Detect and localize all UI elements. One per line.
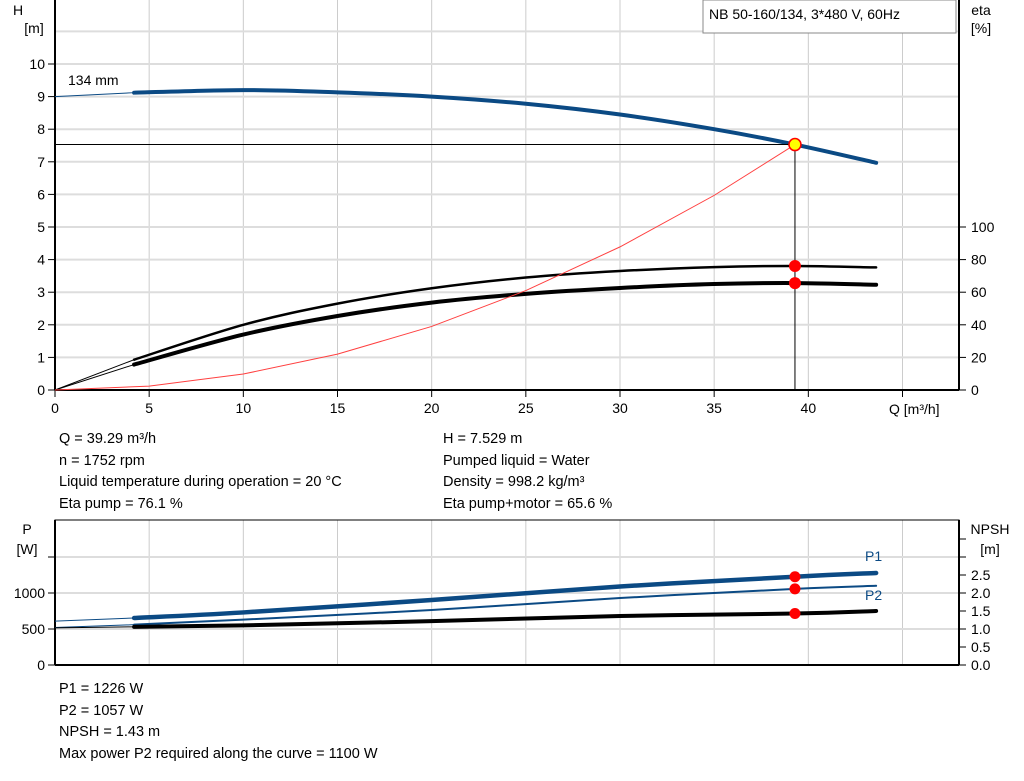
- p-tick-label: 0: [37, 657, 45, 673]
- duty-info-right: H = 7.529 m Pumped liquid = Water Densit…: [443, 429, 612, 515]
- p2-series-label: P2: [865, 587, 882, 603]
- h-tick-label: 3: [37, 284, 45, 300]
- h-tick-label: 9: [37, 89, 45, 105]
- npsh-tick-label: 0.0: [971, 657, 991, 673]
- x-tick-label: 25: [518, 400, 534, 416]
- h-axis-unit: [m]: [24, 20, 43, 36]
- npsh-tick-label: 2.0: [971, 585, 991, 601]
- speed-value: n = 1752 rpm: [59, 452, 145, 469]
- h-tick-label: 7: [37, 154, 45, 170]
- chart-title: NB 50-160/134, 3*480 V, 60Hz: [709, 6, 900, 22]
- p-tick-label: 1000: [14, 585, 45, 601]
- title-box: [702, 0, 957, 34]
- p1-point: [789, 571, 801, 583]
- q-axis-label: Q [m³/h]: [889, 401, 940, 417]
- h-tick-label: 5: [37, 219, 45, 235]
- eta-tick-label: 0: [971, 382, 979, 398]
- x-tick-label: 40: [801, 400, 817, 416]
- NPSH-extension: [54, 626, 135, 629]
- p1-series-label: P1: [865, 548, 882, 564]
- h-tick-label: 4: [37, 252, 45, 268]
- eta-tick-label: 40: [971, 317, 987, 333]
- h-tick-label: 10: [29, 56, 45, 72]
- head-line: [132, 88, 879, 165]
- eta-pump-value: Eta pump = 76.1 %: [59, 495, 183, 512]
- duty-point: [788, 137, 802, 152]
- npsh-axis-label: NPSH: [971, 521, 1010, 537]
- flow-value: Q = 39.29 m³/h: [59, 431, 157, 447]
- eta-total-value: Eta pump+motor = 65.6 %: [443, 495, 613, 512]
- h-tick-label: 6: [37, 186, 45, 202]
- max-p2-value: Max power P2 required along the curve = …: [59, 745, 378, 762]
- P2-extension: [54, 624, 135, 629]
- eta-axis-label: eta: [971, 2, 991, 18]
- x-tick-label: 5: [145, 400, 153, 416]
- x-tick-label: 0: [51, 400, 59, 416]
- h-tick-label: 0: [37, 382, 45, 398]
- eta-tick-label: 100: [971, 219, 995, 235]
- eta-pump-line: [132, 264, 878, 361]
- npsh-value: NPSH = 1.43 m: [59, 724, 161, 740]
- p-axis-unit: [W]: [17, 541, 38, 557]
- npsh-tick-label: 0.5: [971, 639, 991, 655]
- eta-tick-label: 80: [971, 252, 987, 268]
- P1-extension: [54, 617, 135, 622]
- npsh-tick-label: 1.5: [971, 603, 991, 619]
- duty-info-left: Q = 39.29 m³/h n = 1752 rpm Liquid tempe…: [59, 429, 342, 515]
- x-tick-label: 35: [706, 400, 722, 416]
- npsh-point: [789, 608, 801, 620]
- P1-line: [131, 570, 879, 621]
- head-value: H = 7.529 m: [443, 431, 523, 447]
- npsh-tick-label: 2.5: [971, 567, 991, 583]
- eta-pump-motor-extension: [54, 364, 135, 391]
- impeller-annotation: 134 mm: [68, 72, 119, 88]
- p2-point: [789, 583, 801, 595]
- liquid-value: Pumped liquid = Water: [443, 452, 590, 469]
- x-tick-label: 10: [236, 400, 252, 416]
- eta-pump-motor-line: [132, 281, 879, 367]
- p-tick-label: 500: [22, 621, 46, 637]
- eta-axis-unit: [%]: [971, 20, 991, 36]
- x-tick-label: 15: [330, 400, 346, 416]
- eta-tick-label: 20: [971, 349, 987, 365]
- h-tick-label: 8: [37, 121, 45, 137]
- npsh-axis-unit: [m]: [980, 541, 999, 557]
- x-tick-label: 20: [424, 400, 440, 416]
- eta-pump-extension: [54, 359, 135, 391]
- eta-total-point: [788, 277, 801, 290]
- system-curve-line: [54, 144, 796, 391]
- npsh-tick-label: 1.0: [971, 621, 991, 637]
- h-tick-label: 2: [37, 317, 45, 333]
- h-axis-label: H: [13, 2, 23, 18]
- head-extension: [54, 92, 135, 98]
- p2-value: P2 = 1057 W: [59, 702, 144, 719]
- eta-tick-label: 60: [971, 284, 987, 300]
- p1-value: P1 = 1226 W: [59, 681, 144, 697]
- x-tick-label: 30: [612, 400, 628, 416]
- eta-pump-point: [788, 259, 801, 272]
- h-tick-label: 1: [37, 349, 45, 365]
- density-value: Density = 998.2 kg/m³: [443, 474, 585, 490]
- p-axis-label: P: [22, 521, 31, 537]
- power-info: P1 = 1226 W P2 = 1057 W NPSH = 1.43 m Ma…: [59, 679, 378, 765]
- temperature-value: Liquid temperature during operation = 20…: [59, 474, 342, 490]
